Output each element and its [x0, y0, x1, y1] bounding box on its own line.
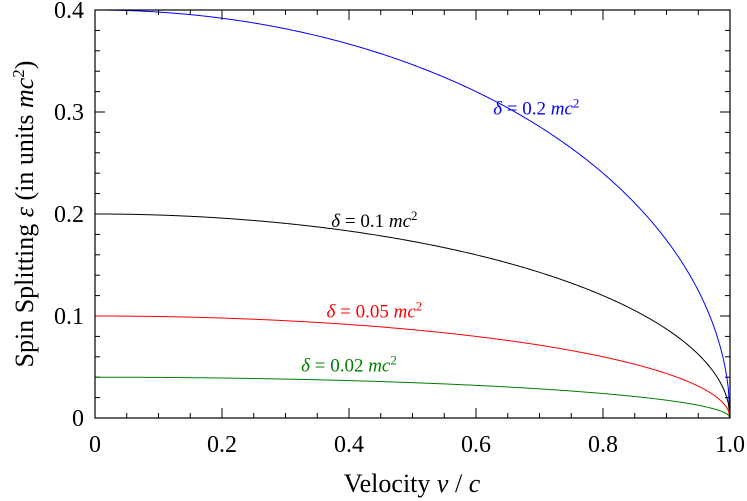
y-tick-label: 0.4 [54, 0, 84, 24]
series-label: δ = 0.05 mc2 [327, 298, 423, 323]
series-line [95, 213, 731, 419]
x-tick-label: 0 [89, 432, 101, 458]
series-label: δ = 0.2 mc2 [493, 95, 579, 120]
x-tick-label: 0.8 [588, 432, 618, 458]
x-tick-label: 0.2 [207, 432, 237, 458]
series-label: δ = 0.02 mc2 [301, 352, 397, 377]
y-tick-label: 0 [72, 406, 84, 432]
series-labels-layer: δ = 0.2 mc2 δ = 0.1 mc2 δ = 0.05 mc2 δ = 0.… [301, 95, 579, 376]
series-line [95, 376, 731, 419]
x-axis-title: Velocity v / c [344, 469, 481, 498]
tick-labels-layer: 0 0.2 0.4 0.6 0.8 1.0 0 0.1 0.2 0.3 0.4 [54, 0, 745, 458]
y-tick-label: 0.3 [54, 100, 84, 126]
x-tick-label: 1.0 [715, 432, 745, 458]
series-line [95, 9, 731, 419]
series-layer [95, 9, 731, 419]
y-tick-label: 0.1 [54, 304, 84, 330]
series-line [95, 315, 731, 419]
plot-frame [94, 9, 731, 419]
y-axis-title: Spin Splitting ε (in units mc2) [9, 61, 40, 368]
series-label: δ = 0.1 mc2 [331, 207, 417, 232]
x-tick-label: 0.4 [334, 432, 364, 458]
x-tick-label: 0.6 [461, 432, 491, 458]
y-tick-label: 0.2 [54, 202, 84, 228]
